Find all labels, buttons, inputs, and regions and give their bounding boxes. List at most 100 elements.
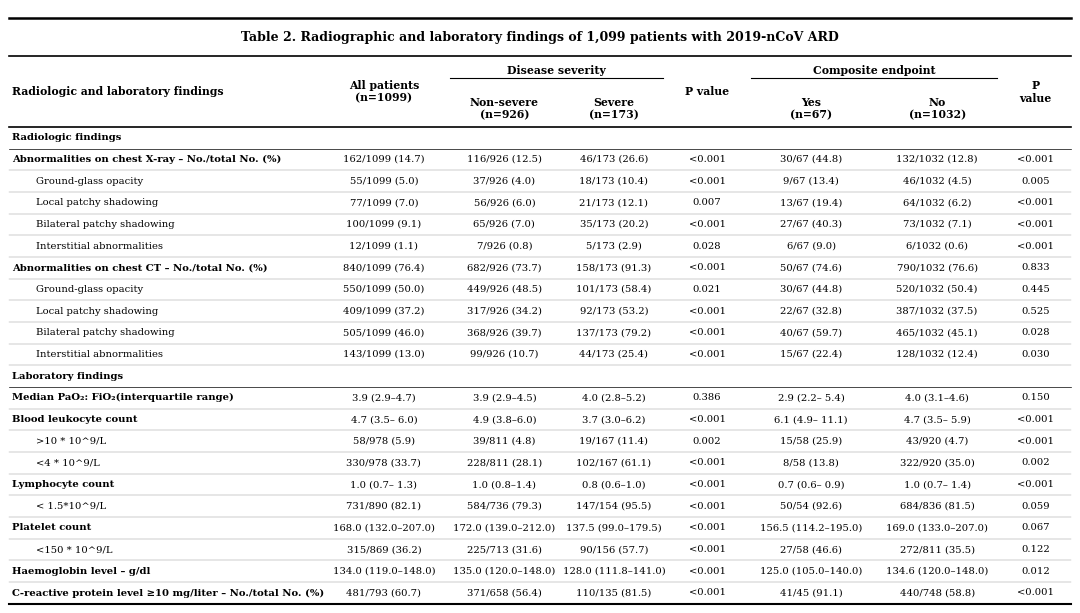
Text: <0.001: <0.001 <box>689 264 726 272</box>
Text: <0.001: <0.001 <box>689 480 726 489</box>
Text: 50/67 (74.6): 50/67 (74.6) <box>780 264 842 272</box>
Text: 0.030: 0.030 <box>1022 350 1050 359</box>
Text: 505/1099 (46.0): 505/1099 (46.0) <box>343 329 424 337</box>
Text: 0.007: 0.007 <box>692 198 721 207</box>
Text: <0.001: <0.001 <box>1017 155 1054 164</box>
Text: 0.002: 0.002 <box>1022 459 1050 467</box>
Text: 30/67 (44.8): 30/67 (44.8) <box>780 155 842 164</box>
Text: 18/173 (10.4): 18/173 (10.4) <box>580 177 648 186</box>
Text: 19/167 (11.4): 19/167 (11.4) <box>580 436 648 446</box>
Text: P value: P value <box>685 86 729 97</box>
Text: Radiologic findings: Radiologic findings <box>12 133 121 142</box>
Text: 128.0 (111.8–141.0): 128.0 (111.8–141.0) <box>563 567 665 576</box>
Text: 0.122: 0.122 <box>1022 545 1050 554</box>
Text: 0.445: 0.445 <box>1022 285 1050 294</box>
Text: 684/836 (81.5): 684/836 (81.5) <box>900 502 974 511</box>
Text: <0.001: <0.001 <box>689 177 726 186</box>
Text: Median PaO₂: FiO₂(interquartile range): Median PaO₂: FiO₂(interquartile range) <box>12 394 233 402</box>
Text: 0.028: 0.028 <box>1022 329 1050 337</box>
Text: 682/926 (73.7): 682/926 (73.7) <box>467 264 542 272</box>
Text: 0.150: 0.150 <box>1022 394 1050 402</box>
Text: 15/67 (22.4): 15/67 (22.4) <box>780 350 842 359</box>
Text: 6/1032 (0.6): 6/1032 (0.6) <box>906 242 968 251</box>
Text: 409/1099 (37.2): 409/1099 (37.2) <box>343 306 424 316</box>
Text: Laboratory findings: Laboratory findings <box>12 371 123 381</box>
Text: 3.9 (2.9–4.5): 3.9 (2.9–4.5) <box>473 394 537 402</box>
Text: 0.002: 0.002 <box>692 436 721 446</box>
Text: 156.5 (114.2–195.0): 156.5 (114.2–195.0) <box>760 524 862 533</box>
Text: 137.5 (99.0–179.5): 137.5 (99.0–179.5) <box>566 524 662 533</box>
Text: 0.525: 0.525 <box>1022 306 1050 316</box>
Text: Local patchy shadowing: Local patchy shadowing <box>36 306 158 316</box>
Text: 162/1099 (14.7): 162/1099 (14.7) <box>343 155 424 164</box>
Text: 64/1032 (6.2): 64/1032 (6.2) <box>903 198 971 207</box>
Text: 134.0 (119.0–148.0): 134.0 (119.0–148.0) <box>333 567 435 576</box>
Text: 0.059: 0.059 <box>1022 502 1050 511</box>
Text: <0.001: <0.001 <box>689 350 726 359</box>
Text: <0.001: <0.001 <box>689 220 726 229</box>
Text: 0.067: 0.067 <box>1022 524 1050 533</box>
Text: 22/67 (32.8): 22/67 (32.8) <box>780 306 842 316</box>
Text: 35/173 (20.2): 35/173 (20.2) <box>580 220 648 229</box>
Text: 169.0 (133.0–207.0): 169.0 (133.0–207.0) <box>887 524 988 533</box>
Text: 387/1032 (37.5): 387/1032 (37.5) <box>896 306 977 316</box>
Text: Severe
(n=173): Severe (n=173) <box>589 97 639 121</box>
Text: 0.386: 0.386 <box>693 394 721 402</box>
Text: 4.9 (3.8–6.0): 4.9 (3.8–6.0) <box>473 415 536 424</box>
Text: 9/67 (13.4): 9/67 (13.4) <box>783 177 839 186</box>
Text: 840/1099 (76.4): 840/1099 (76.4) <box>343 264 424 272</box>
Text: 143/1099 (13.0): 143/1099 (13.0) <box>343 350 424 359</box>
Text: <0.001: <0.001 <box>689 306 726 316</box>
Text: <0.001: <0.001 <box>689 329 726 337</box>
Text: 158/173 (91.3): 158/173 (91.3) <box>577 264 651 272</box>
Text: 2.9 (2.2– 5.4): 2.9 (2.2– 5.4) <box>778 394 845 402</box>
Text: 5/173 (2.9): 5/173 (2.9) <box>586 242 642 251</box>
Text: 3.7 (3.0–6.2): 3.7 (3.0–6.2) <box>582 415 646 424</box>
Text: Interstitial abnormalities: Interstitial abnormalities <box>36 242 163 251</box>
Text: 228/811 (28.1): 228/811 (28.1) <box>467 459 542 467</box>
Text: C-reactive protein level ≥10 mg/liter – No./total No. (%): C-reactive protein level ≥10 mg/liter – … <box>12 588 324 598</box>
Text: 6/67 (9.0): 6/67 (9.0) <box>786 242 836 251</box>
Text: 100/1099 (9.1): 100/1099 (9.1) <box>347 220 421 229</box>
Text: No
(n=1032): No (n=1032) <box>908 97 966 121</box>
Text: 46/173 (26.6): 46/173 (26.6) <box>580 155 648 164</box>
Text: <0.001: <0.001 <box>1017 436 1054 446</box>
Text: 99/926 (10.7): 99/926 (10.7) <box>470 350 539 359</box>
Text: Abnormalities on chest X-ray – No./total No. (%): Abnormalities on chest X-ray – No./total… <box>12 155 281 164</box>
Text: >10 * 10^9/L: >10 * 10^9/L <box>36 436 106 446</box>
Text: 520/1032 (50.4): 520/1032 (50.4) <box>896 285 977 294</box>
Text: <0.001: <0.001 <box>1017 198 1054 207</box>
Text: 44/173 (25.4): 44/173 (25.4) <box>580 350 648 359</box>
Text: 1.0 (0.7– 1.4): 1.0 (0.7– 1.4) <box>904 480 971 489</box>
Text: 168.0 (132.0–207.0): 168.0 (132.0–207.0) <box>333 524 435 533</box>
Text: 1.0 (0.8–1.4): 1.0 (0.8–1.4) <box>472 480 537 489</box>
Text: 21/173 (12.1): 21/173 (12.1) <box>580 198 648 207</box>
Text: <0.001: <0.001 <box>1017 480 1054 489</box>
Text: 322/920 (35.0): 322/920 (35.0) <box>900 459 974 467</box>
Text: 371/658 (56.4): 371/658 (56.4) <box>467 588 542 598</box>
Text: 125.0 (105.0–140.0): 125.0 (105.0–140.0) <box>760 567 862 576</box>
Text: Table 2. Radiographic and laboratory findings of 1,099 patients with 2019-nCoV A: Table 2. Radiographic and laboratory fin… <box>241 31 839 44</box>
Text: 116/926 (12.5): 116/926 (12.5) <box>467 155 542 164</box>
Text: <0.001: <0.001 <box>689 524 726 533</box>
Text: 58/978 (5.9): 58/978 (5.9) <box>353 436 415 446</box>
Text: <0.001: <0.001 <box>689 545 726 554</box>
Text: <0.001: <0.001 <box>1017 588 1054 598</box>
Text: 30/67 (44.8): 30/67 (44.8) <box>780 285 842 294</box>
Text: 15/58 (25.9): 15/58 (25.9) <box>780 436 842 446</box>
Text: <0.001: <0.001 <box>689 415 726 424</box>
Text: 584/736 (79.3): 584/736 (79.3) <box>467 502 542 511</box>
Text: Ground-glass opacity: Ground-glass opacity <box>36 177 143 186</box>
Text: Disease severity: Disease severity <box>507 65 606 76</box>
Text: Lymphocyte count: Lymphocyte count <box>12 480 114 489</box>
Text: Non-severe
(n=926): Non-severe (n=926) <box>470 97 539 121</box>
Text: 368/926 (39.7): 368/926 (39.7) <box>467 329 542 337</box>
Text: 4.0 (3.1–4.6): 4.0 (3.1–4.6) <box>905 394 969 402</box>
Text: 272/811 (35.5): 272/811 (35.5) <box>900 545 975 554</box>
Text: 135.0 (120.0–148.0): 135.0 (120.0–148.0) <box>454 567 555 576</box>
Text: < 1.5*10^9/L: < 1.5*10^9/L <box>36 502 106 511</box>
Text: <0.001: <0.001 <box>1017 220 1054 229</box>
Text: Interstitial abnormalities: Interstitial abnormalities <box>36 350 163 359</box>
Text: 134.6 (120.0–148.0): 134.6 (120.0–148.0) <box>886 567 988 576</box>
Text: 0.012: 0.012 <box>1022 567 1050 576</box>
